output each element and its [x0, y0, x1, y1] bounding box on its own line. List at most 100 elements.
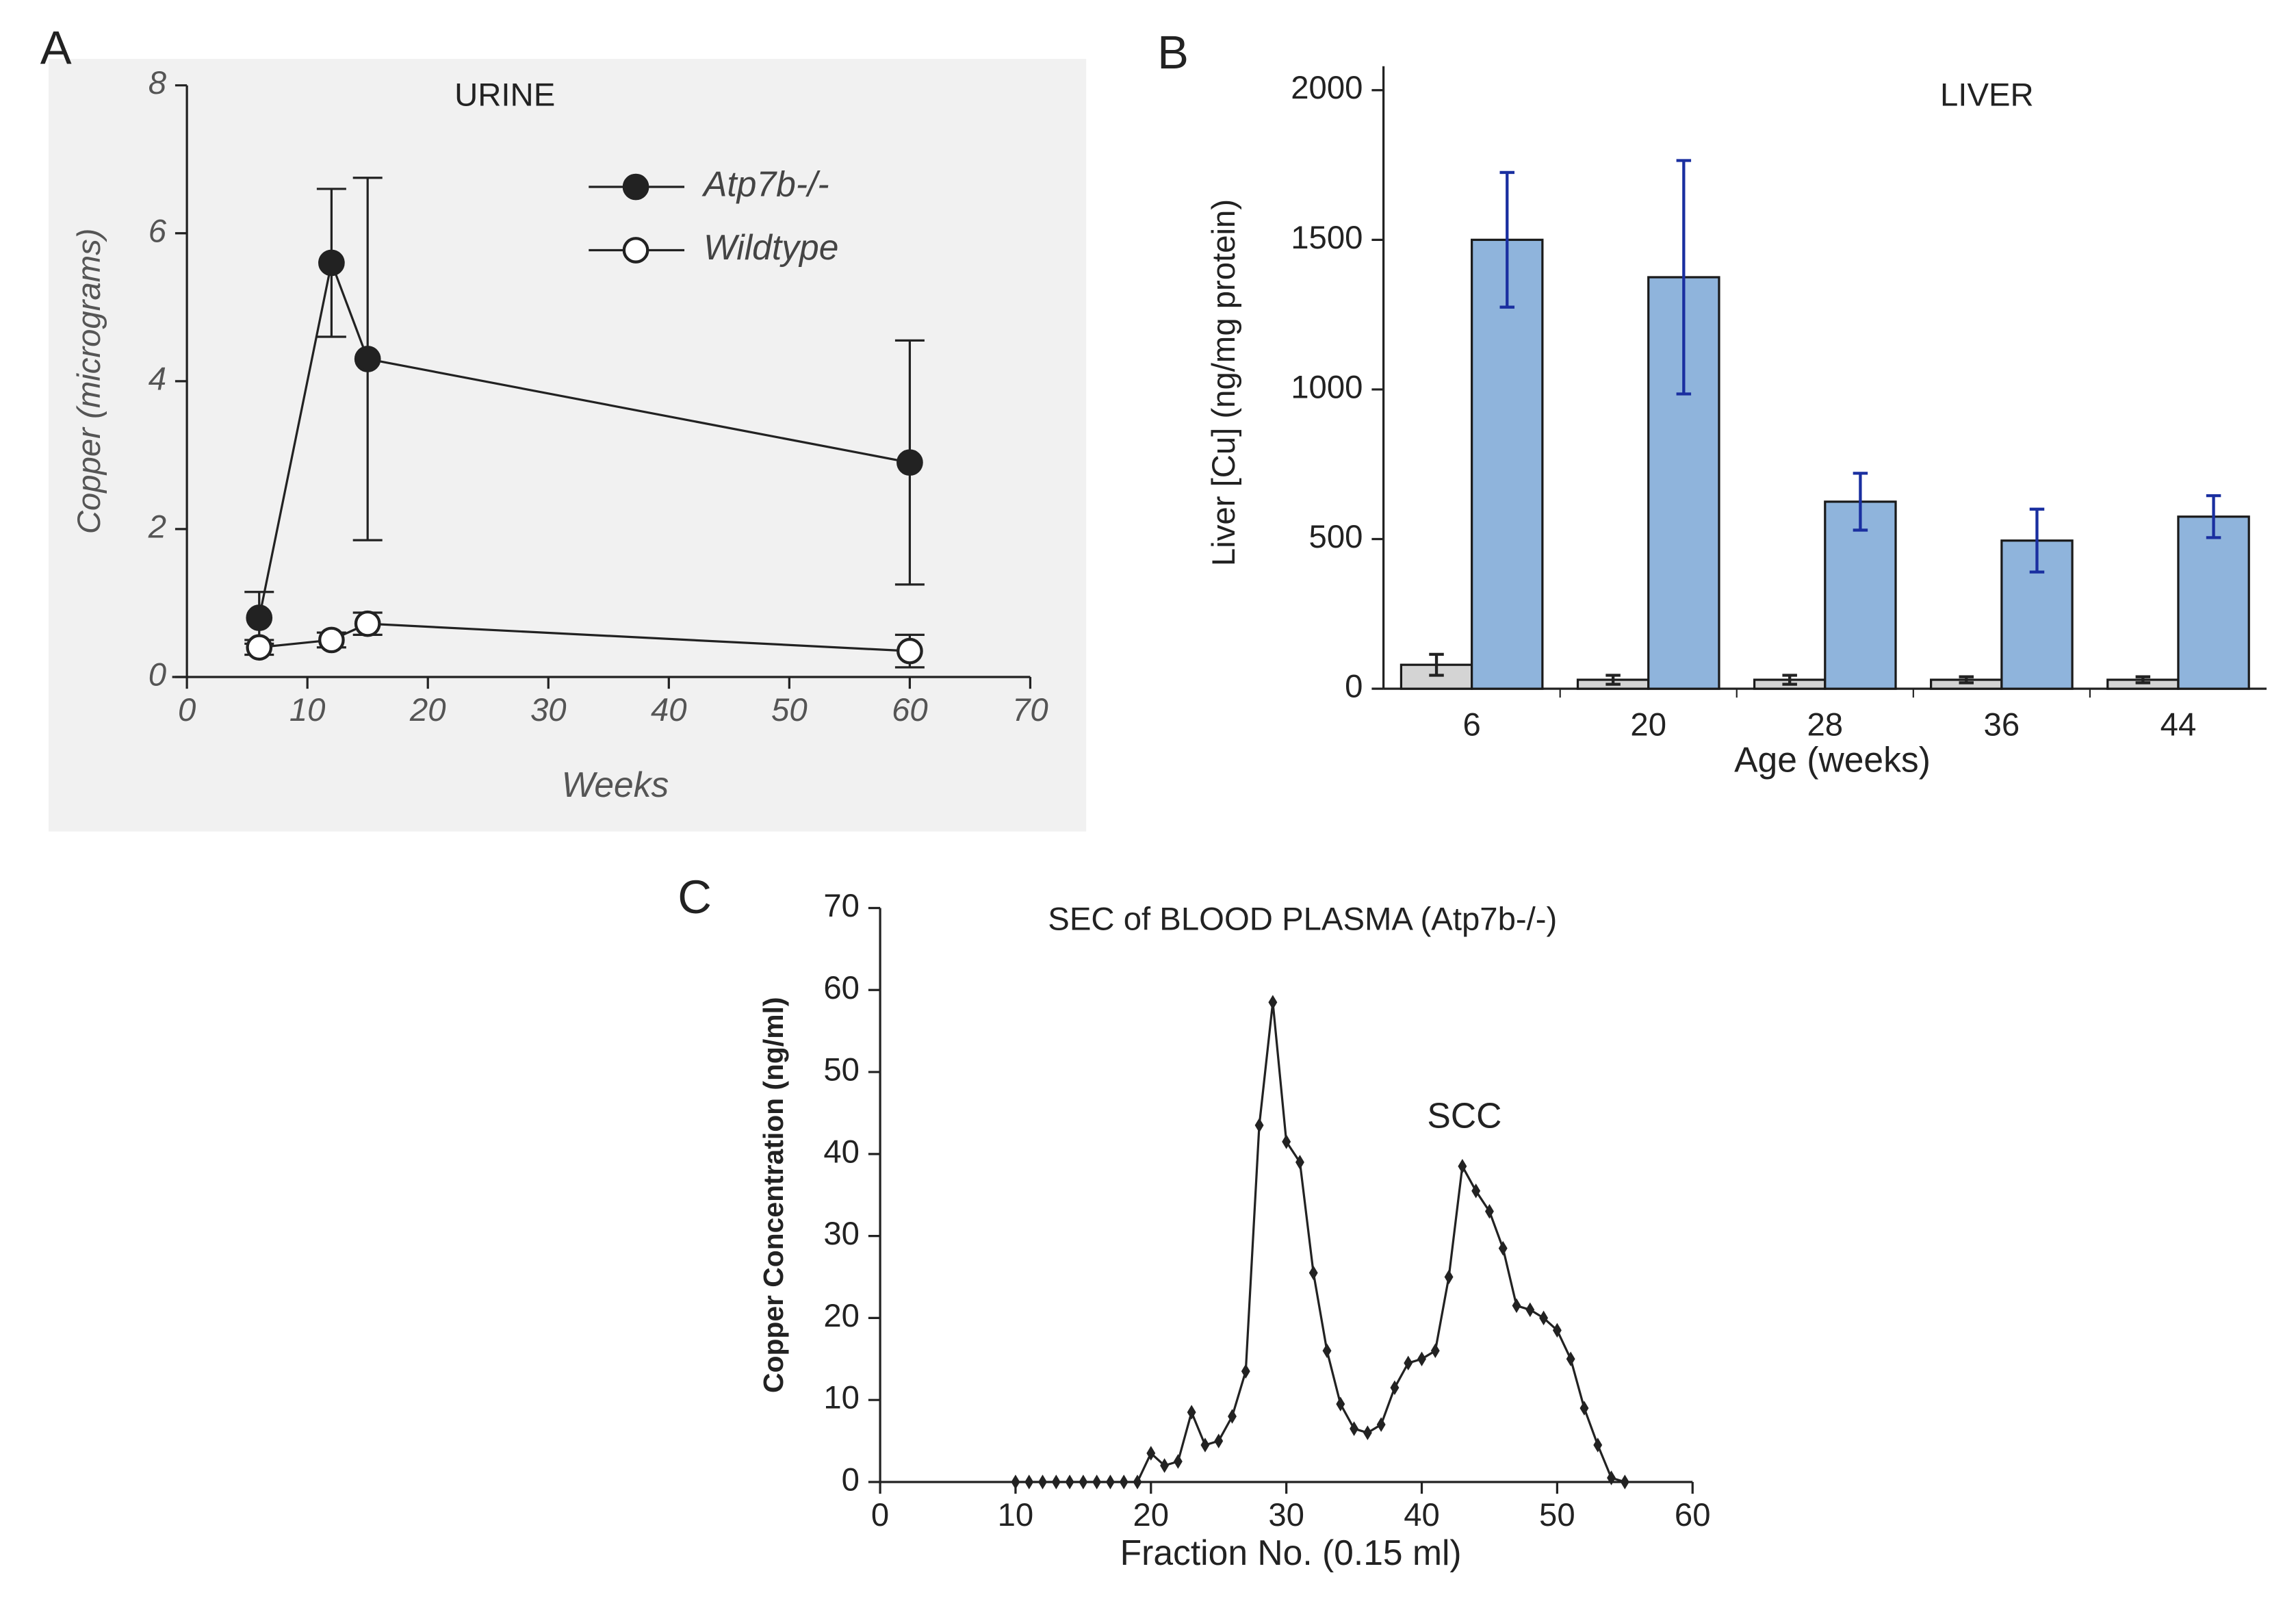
y-tick-label: 0	[842, 1461, 860, 1498]
panel-label: C	[678, 871, 712, 923]
marker	[1471, 1183, 1481, 1199]
panel-label: B	[1157, 26, 1189, 79]
error-bar	[1853, 472, 1868, 532]
marker	[1282, 1134, 1291, 1149]
x-tick-label: 6	[1462, 707, 1480, 743]
error-bar	[1676, 159, 1692, 396]
marker	[897, 637, 923, 665]
y-tick-label: 40	[823, 1134, 860, 1170]
x-tick-label: 20	[409, 692, 446, 728]
y-tick-label: 0	[149, 656, 166, 693]
error-bar	[2135, 675, 2151, 685]
marker	[1430, 1343, 1440, 1359]
error-bar	[1499, 170, 1515, 309]
x-tick-label: 70	[1012, 692, 1048, 728]
marker	[897, 449, 923, 476]
marker	[1160, 1458, 1170, 1473]
chart-title: URINE	[454, 77, 555, 113]
x-tick-label: 28	[1807, 707, 1843, 743]
error-bar	[1782, 674, 1797, 686]
marker	[1390, 1380, 1399, 1395]
y-axis-label: Copper (micrograms)	[71, 228, 107, 534]
marker	[1539, 1310, 1549, 1326]
y-tick-label: 20	[823, 1298, 860, 1334]
marker	[1268, 995, 1278, 1010]
x-tick-label: 20	[1630, 707, 1666, 743]
x-tick-label: 30	[530, 692, 567, 728]
error-bar	[1959, 675, 1974, 685]
y-tick-label: 1500	[1291, 220, 1363, 256]
x-tick-label: 30	[1268, 1497, 1304, 1533]
marker	[1512, 1298, 1521, 1314]
marker	[1038, 1474, 1047, 1490]
marker	[1119, 1474, 1128, 1490]
legend-label: Wildtype	[704, 227, 838, 267]
x-tick-label: 10	[998, 1497, 1034, 1533]
y-tick-label: 2000	[1291, 70, 1363, 106]
y-tick-label: 1000	[1291, 369, 1363, 405]
y-axis-label: Liver [Cu] (ng/mg protein)	[1206, 199, 1242, 566]
marker	[246, 604, 273, 631]
marker	[318, 626, 345, 654]
x-tick-label: 36	[1984, 707, 2020, 743]
bar	[1471, 238, 1544, 690]
x-tick-label: 44	[2160, 707, 2197, 743]
marker	[1404, 1355, 1413, 1371]
marker	[1241, 1364, 1250, 1379]
marker	[318, 249, 345, 277]
marker	[1308, 1265, 1318, 1281]
y-tick-label: 500	[1309, 519, 1363, 555]
marker	[354, 346, 381, 372]
marker	[1593, 1438, 1603, 1453]
y-tick-label: 70	[823, 888, 860, 924]
marker	[1079, 1474, 1088, 1490]
marker	[1417, 1351, 1426, 1367]
y-tick-label: 30	[823, 1216, 860, 1252]
y-tick-label: 50	[823, 1052, 860, 1088]
marker	[1200, 1438, 1210, 1453]
marker	[1579, 1401, 1589, 1416]
error-bar	[1429, 652, 1444, 677]
chart-title: LIVER	[1940, 77, 2034, 113]
marker	[1498, 1240, 1508, 1256]
marker	[1552, 1322, 1562, 1338]
marker	[1336, 1396, 1345, 1411]
y-tick-label: 6	[149, 213, 167, 249]
marker	[1295, 1155, 1304, 1170]
legend-marker	[622, 173, 649, 201]
legend-label: Atp7b-/-	[701, 164, 829, 204]
marker	[1376, 1417, 1386, 1432]
marker	[1024, 1474, 1034, 1490]
chart-title: SEC of BLOOD PLASMA (Atp7b-/-)	[1048, 901, 1557, 937]
error-bar	[2029, 507, 2045, 574]
y-axis-label: Copper Concentration (ng/ml)	[758, 997, 789, 1392]
series-line	[258, 259, 910, 618]
marker	[1065, 1474, 1074, 1490]
marker	[1187, 1405, 1196, 1420]
x-tick-label: 50	[1539, 1497, 1575, 1533]
bar	[2177, 515, 2250, 690]
marker	[1146, 1446, 1156, 1461]
y-tick-label: 2	[148, 509, 166, 545]
marker	[1525, 1302, 1535, 1318]
x-tick-label: 60	[1675, 1497, 1711, 1533]
x-tick-label: 0	[178, 692, 196, 728]
x-tick-label: 20	[1133, 1497, 1169, 1533]
y-tick-label: 10	[823, 1380, 860, 1416]
x-axis-label: Weeks	[562, 765, 669, 804]
x-tick-label: 40	[1404, 1497, 1440, 1533]
marker	[1228, 1409, 1237, 1424]
x-tick-label: 50	[771, 692, 808, 728]
marker	[1051, 1474, 1061, 1490]
y-tick-label: 0	[1345, 669, 1363, 705]
x-axis-label: Age (weeks)	[1734, 739, 1931, 779]
legend-marker	[622, 237, 649, 264]
annotation: SCC	[1427, 1096, 1501, 1136]
marker	[1458, 1159, 1467, 1174]
marker	[1444, 1269, 1454, 1285]
marker	[354, 610, 381, 637]
marker	[1173, 1454, 1183, 1469]
x-axis-label: Fraction No. (0.15 ml)	[1120, 1533, 1462, 1572]
marker	[1350, 1421, 1359, 1436]
